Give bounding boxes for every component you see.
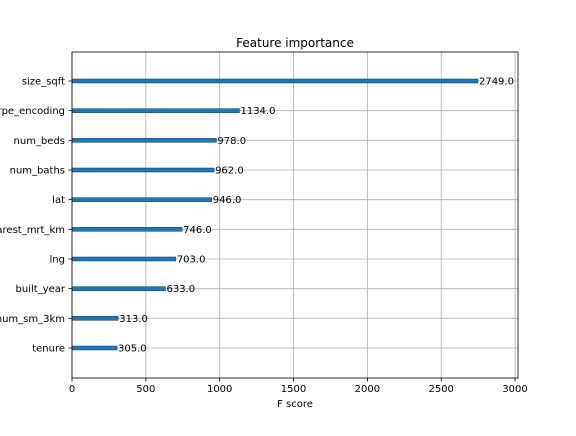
x-tick-label: 0: [69, 384, 75, 395]
y-tick-label: lng: [50, 255, 65, 266]
bar-lat: [71, 197, 212, 202]
bar-nearest-mrt-km: [71, 227, 183, 232]
value-label: 946.0: [213, 195, 242, 206]
bar-num-beds: [71, 138, 217, 143]
value-label: 2749.0: [479, 77, 514, 88]
x-axis-ticks: 0 500 1000 1500 2000 2500 3000: [69, 378, 528, 395]
y-tick-label: arest_mrt_km: [0, 225, 65, 236]
value-label: 633.0: [166, 284, 195, 295]
x-tick-label: 1000: [207, 384, 232, 395]
bar-lng: [71, 256, 177, 262]
x-tick-label: 500: [136, 384, 155, 395]
x-tick-label: 2000: [355, 384, 380, 395]
plot-frame: [71, 51, 519, 379]
bar-num-baths: [71, 167, 215, 173]
y-tick-label: num_beds: [14, 136, 65, 147]
bar-tenure: [71, 345, 118, 351]
bar-size-sqft: [71, 78, 479, 84]
x-tick-label: 3000: [502, 384, 527, 395]
value-label: 1134.0: [240, 106, 275, 117]
value-label: 746.0: [183, 225, 212, 236]
x-axis-label: F score: [277, 399, 313, 410]
y-tick-label: num_baths: [10, 166, 65, 177]
y-tick-label: rpe_encoding: [0, 106, 65, 117]
bar-num-sm-3km: [71, 316, 119, 321]
value-label: 703.0: [177, 255, 206, 266]
chart-title: Feature importance: [236, 36, 354, 50]
x-tick-label: 2500: [428, 384, 453, 395]
y-axis-ticks: size_sqft rpe_encoding num_beds num_bathsla…: [0, 77, 72, 355]
value-label: 313.0: [119, 314, 148, 325]
y-tick-label: num_sm_3km: [0, 314, 65, 325]
y-tick-label: built_year: [16, 284, 66, 295]
bar-type-encoding: [71, 108, 240, 113]
bar-built-year: [71, 286, 166, 291]
value-labels: 2749.0 1134.0 978.0 962.0 946.0 746.0 703.0 633…: [118, 77, 514, 355]
y-tick-label: size_sqft: [22, 77, 65, 88]
value-label: 962.0: [215, 166, 244, 177]
value-label: 978.0: [217, 136, 246, 147]
y-tick-label: tenure: [32, 344, 65, 355]
value-label: 305.0: [118, 344, 147, 355]
x-tick-label: 1500: [281, 384, 306, 395]
y-tick-label: lat: [52, 195, 65, 206]
